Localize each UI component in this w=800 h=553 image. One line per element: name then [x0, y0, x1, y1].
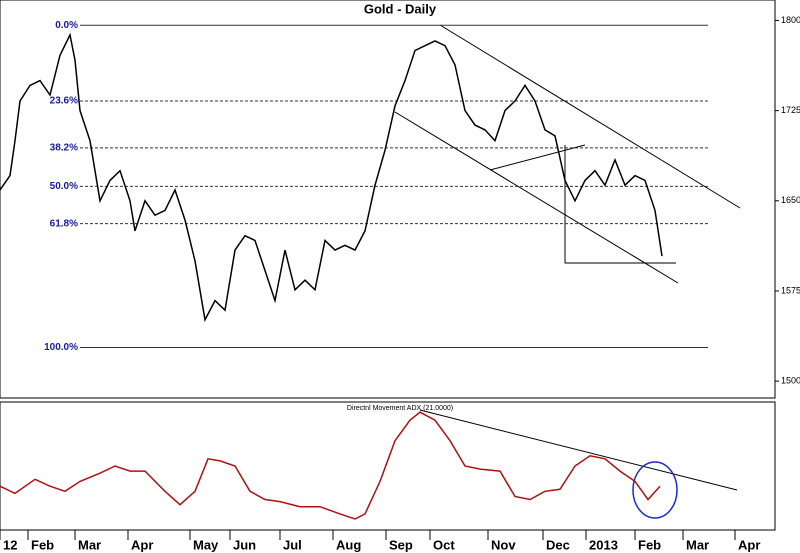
x-tick-label: Feb [638, 537, 661, 552]
fib-label: 23.6% [50, 96, 78, 107]
x-tick-label: 12 [3, 537, 17, 552]
fib-label: 0.0% [55, 20, 78, 31]
channel-top [439, 24, 741, 209]
trend-lines [394, 24, 741, 491]
x-tick-label: Feb [31, 537, 54, 552]
x-tick-label: May [193, 537, 219, 552]
fib-label: 61.8% [50, 218, 78, 229]
x-tick-label: Dec [546, 537, 570, 552]
x-tick-label: Jun [233, 537, 256, 552]
adx-title: Directnl Movement ADX (21.0000) [347, 405, 453, 412]
y-tick-label: 1725 [781, 105, 800, 115]
trend-line [489, 144, 586, 171]
x-tick-label: Sep [389, 537, 413, 552]
y-tick-label: 1575 [781, 285, 800, 295]
x-tick-label: Mar [78, 537, 101, 552]
chart-title: Gold - Daily [364, 1, 437, 16]
measure-line [564, 145, 676, 264]
fib-label: 38.2% [50, 143, 78, 154]
adx-panel [0, 401, 776, 531]
x-tick-label: Jul [283, 537, 302, 552]
adx-trend-line [419, 409, 738, 491]
x-tick-label: Oct [433, 537, 455, 552]
price-panel [0, 0, 776, 399]
highlight-circle [632, 461, 678, 519]
data-line [0, 32, 663, 323]
x-tick-label: Apr [738, 537, 760, 552]
fib-label: 50.0% [50, 181, 78, 192]
fib-label: 100.0% [44, 342, 78, 353]
x-tick-label: Aug [336, 537, 361, 552]
x-tick-label: 2013 [589, 537, 618, 552]
x-tick-label: Apr [131, 537, 153, 552]
x-tick-label: Nov [491, 537, 516, 552]
x-tick-label: Mar [686, 537, 709, 552]
y-tick-label: 1800 [781, 15, 800, 25]
y-tick-label: 1650 [781, 195, 800, 205]
y-tick-label: 1500 [781, 376, 800, 386]
channel-bottom [394, 111, 679, 284]
data-line [0, 411, 661, 520]
